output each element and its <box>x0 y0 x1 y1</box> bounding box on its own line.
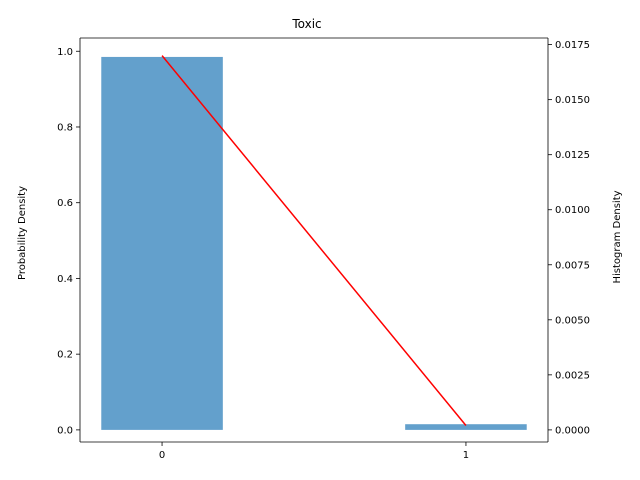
y-tick-label: 0.6 <box>57 198 73 209</box>
y2-tick-label: 0.0175 <box>555 40 590 51</box>
bar-0 <box>101 56 223 430</box>
y2-tick-label: 0.0075 <box>555 260 590 271</box>
density-line <box>161 55 467 426</box>
y-tick-label: 0.4 <box>57 274 73 285</box>
y-axis-label: Probability Density <box>17 186 28 280</box>
chart-title: Toxic <box>291 17 321 31</box>
y-tick-label: 1.0 <box>57 47 73 58</box>
y2-tick-label: 0.0100 <box>555 205 590 216</box>
y2-tick-label: 0.0000 <box>555 425 590 436</box>
x-tick-label: 0 <box>159 450 165 461</box>
x-tick-label: 1 <box>463 450 469 461</box>
plot-area: 0.0 0.2 0.4 0.6 0.8 1.0 0.0000 0.0025 0.0050 0.00… <box>57 37 590 461</box>
y-tick-label: 0.2 <box>57 350 73 361</box>
y2-tick-label: 0.0125 <box>555 150 590 161</box>
y2-axis-label: Histogram Density <box>612 190 623 283</box>
bar-1 <box>405 424 527 430</box>
y-tick-label: 0.0 <box>57 425 73 436</box>
y2-tick-label: 0.0050 <box>555 315 590 326</box>
y-tick-label: 0.8 <box>57 122 73 133</box>
y2-tick-label: 0.0150 <box>555 95 590 106</box>
y2-tick-label: 0.0025 <box>555 370 590 381</box>
